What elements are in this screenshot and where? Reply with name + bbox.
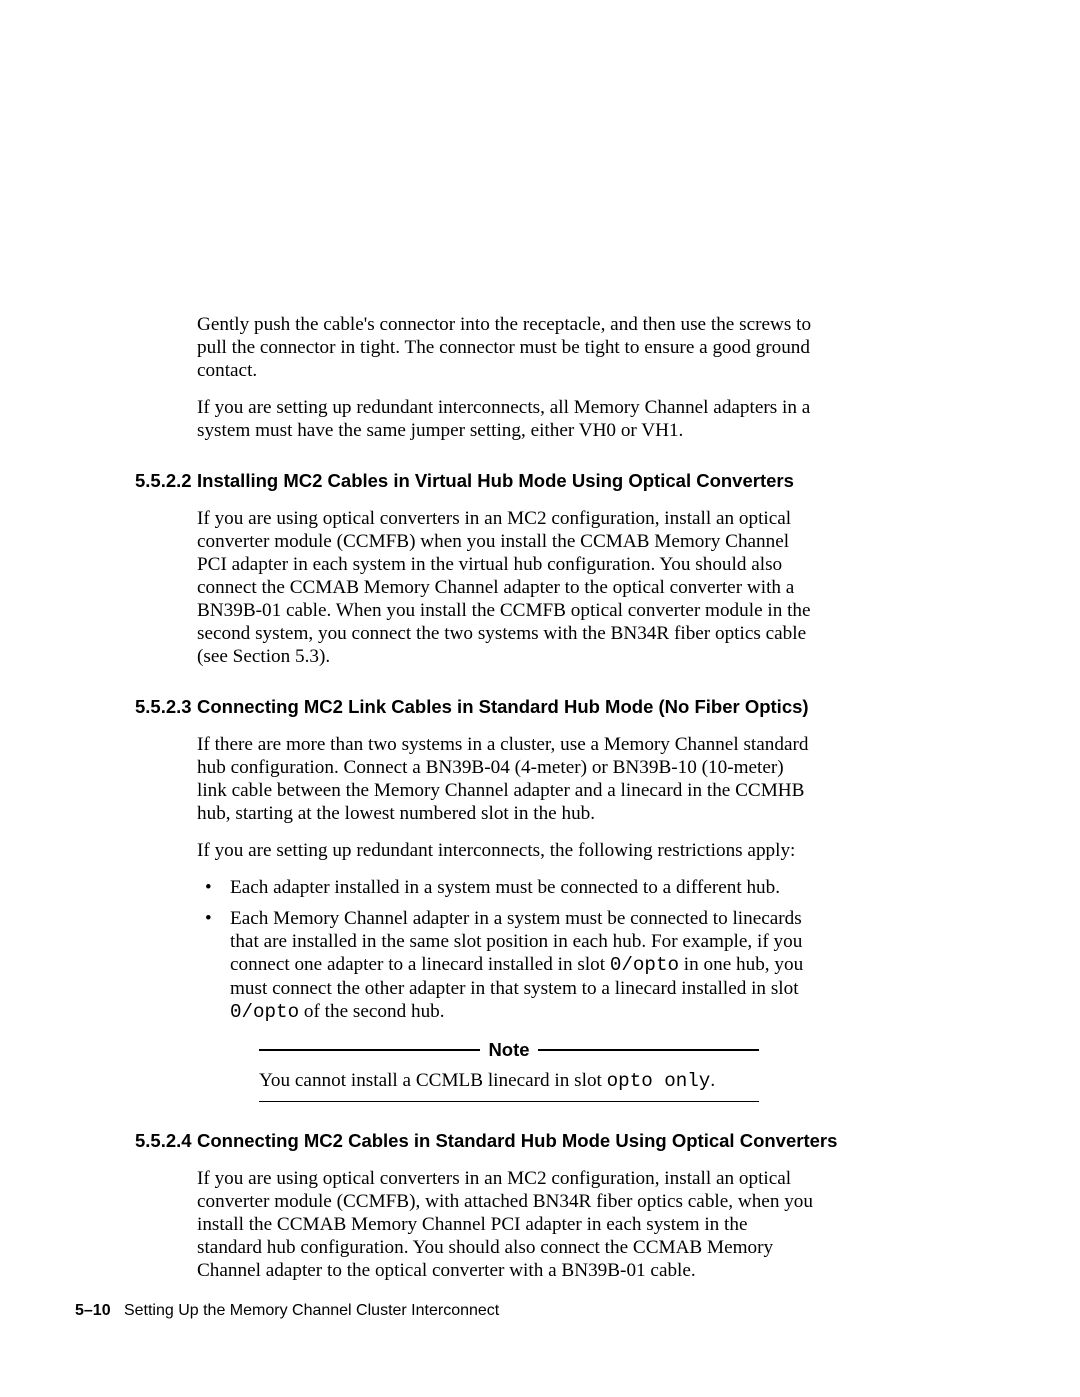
footer-title: Setting Up the Memory Channel Cluster In… (124, 1302, 499, 1319)
text-run: You cannot install a CCMLB linecard in s… (259, 1070, 607, 1091)
text-run: of the second hub. (299, 1001, 444, 1022)
heading-5-5-2-2: 5.5.2.2 Installing MC2 Cables in Virtual… (135, 470, 867, 492)
page: Gently push the cable's connector into t… (0, 0, 1080, 1397)
heading-title: Connecting MC2 Cables in Standard Hub Mo… (197, 1130, 867, 1152)
list-item: Each adapter installed in a system must … (197, 876, 815, 899)
code-text: 0/opto (610, 954, 679, 976)
note-rule-bottom (259, 1101, 759, 1102)
section-5-5-2-3-body: If there are more than two systems in a … (197, 733, 815, 1102)
heading-title: Installing MC2 Cables in Virtual Hub Mod… (197, 470, 867, 492)
section-5-5-2-2-body: If you are using optical converters in a… (197, 507, 815, 668)
heading-5-5-2-4: 5.5.2.4 Connecting MC2 Cables in Standar… (135, 1130, 867, 1152)
s5524-p1: If you are using optical converters in a… (197, 1167, 815, 1282)
code-text: 0/opto (230, 1001, 299, 1023)
text-run: . (710, 1070, 715, 1091)
intro-block: Gently push the cable's connector into t… (197, 313, 815, 442)
note-label: Note (480, 1039, 537, 1061)
heading-title: Connecting MC2 Link Cables in Standard H… (197, 696, 867, 718)
intro-p1: Gently push the cable's connector into t… (197, 313, 815, 382)
note-header: Note (259, 1039, 759, 1061)
s5523-p1: If there are more than two systems in a … (197, 733, 815, 825)
code-text: opto only (607, 1070, 711, 1092)
note-body: You cannot install a CCMLB linecard in s… (259, 1069, 759, 1101)
content-area: Gently push the cable's connector into t… (135, 313, 867, 1296)
heading-5-5-2-3: 5.5.2.3 Connecting MC2 Link Cables in St… (135, 696, 867, 718)
note-rule-right (538, 1049, 759, 1051)
note-rule-left (259, 1049, 480, 1051)
bullet-list: Each adapter installed in a system must … (197, 876, 815, 1024)
s5522-p1: If you are using optical converters in a… (197, 507, 815, 668)
heading-number: 5.5.2.4 (135, 1130, 197, 1152)
intro-p2: If you are setting up redundant intercon… (197, 396, 815, 442)
note-block: Note You cannot install a CCMLB linecard… (259, 1039, 759, 1102)
page-number: 5–10 (75, 1302, 111, 1319)
heading-number: 5.5.2.2 (135, 470, 197, 492)
list-item: Each Memory Channel adapter in a system … (197, 907, 815, 1024)
section-5-5-2-4-body: If you are using optical converters in a… (197, 1167, 815, 1282)
s5523-p2: If you are setting up redundant intercon… (197, 839, 815, 862)
heading-number: 5.5.2.3 (135, 696, 197, 718)
page-footer: 5–10 Setting Up the Memory Channel Clust… (75, 1302, 499, 1320)
